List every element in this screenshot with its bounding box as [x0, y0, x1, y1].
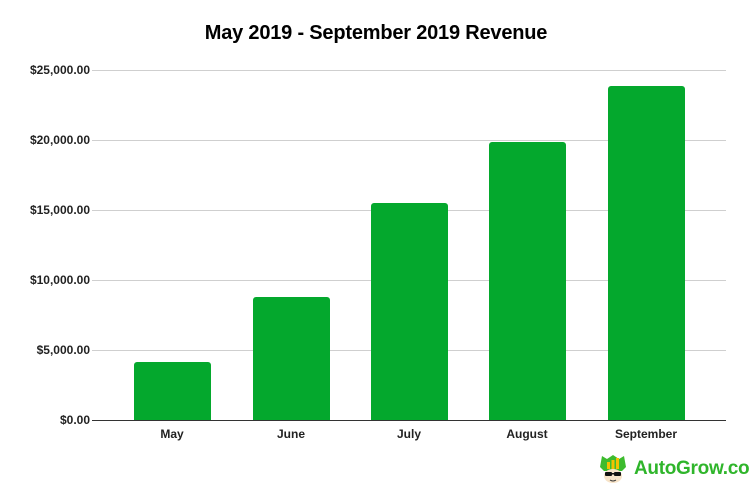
x-tick-label: August: [506, 427, 548, 441]
autogrow-mascot-icon: [600, 455, 626, 483]
y-tick-label: $10,000.00: [29, 273, 90, 287]
x-tick-label: July: [396, 427, 421, 441]
bar-september: [608, 86, 685, 420]
gridline: [92, 140, 726, 141]
y-tick-label: $5,000.00: [36, 343, 90, 357]
chart-title: May 2019 - September 2019 Revenue: [204, 22, 548, 44]
autogrow-logo: AutoGrow.co: [598, 453, 750, 485]
y-tick-label: $0.00: [59, 413, 90, 427]
plot-area: May June July August September: [92, 0, 726, 495]
y-tick-label: $20,000.00: [29, 133, 90, 147]
gridline: [92, 70, 726, 71]
x-tick-label: September: [614, 427, 678, 441]
bar-july: [371, 203, 448, 420]
bar-may: [134, 362, 211, 420]
bar-august: [489, 142, 566, 420]
y-tick-label: $25,000.00: [29, 63, 90, 77]
x-tick-label: May: [160, 427, 184, 441]
x-tick-label: June: [276, 427, 305, 441]
logo-text: AutoGrow.co: [634, 458, 750, 479]
y-tick-label: $15,000.00: [29, 203, 90, 217]
x-axis-baseline: [92, 420, 726, 421]
bar-june: [253, 297, 330, 420]
